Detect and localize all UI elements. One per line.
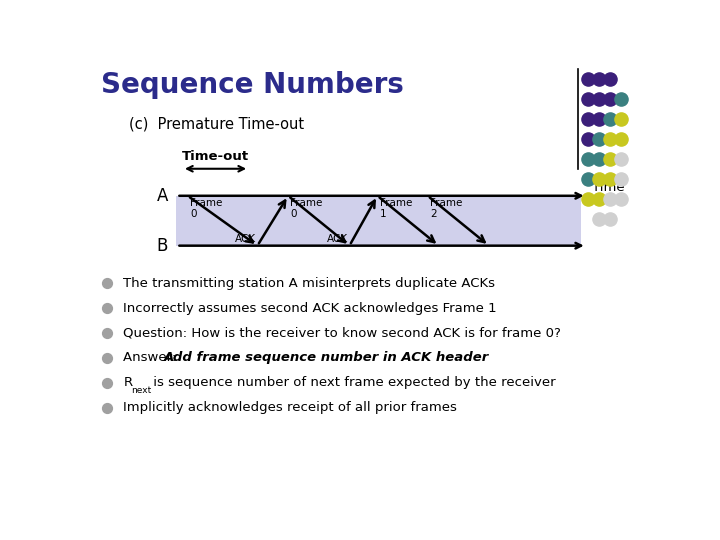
- Text: Add frame sequence number in ACK header: Add frame sequence number in ACK header: [164, 352, 490, 365]
- Text: ACK: ACK: [327, 234, 348, 244]
- Point: [604, 75, 616, 84]
- Point: [593, 195, 605, 204]
- Point: [616, 135, 627, 144]
- Point: [101, 379, 112, 387]
- Point: [616, 175, 627, 184]
- Point: [582, 175, 593, 184]
- Text: Sequence Numbers: Sequence Numbers: [101, 71, 404, 99]
- Point: [593, 115, 605, 124]
- Text: Incorrectly assumes second ACK acknowledges Frame 1: Incorrectly assumes second ACK acknowled…: [124, 301, 497, 314]
- Text: Time: Time: [593, 181, 625, 194]
- Point: [101, 279, 112, 287]
- Point: [101, 303, 112, 312]
- Point: [593, 215, 605, 224]
- Text: R: R: [124, 376, 132, 389]
- Text: Frame
1: Frame 1: [379, 198, 412, 219]
- Point: [101, 403, 112, 412]
- Text: The transmitting station A misinterprets duplicate ACKs: The transmitting station A misinterprets…: [124, 276, 495, 289]
- Point: [616, 115, 627, 124]
- Point: [582, 195, 593, 204]
- Point: [616, 95, 627, 104]
- Point: [593, 75, 605, 84]
- Point: [582, 75, 593, 84]
- Point: [582, 155, 593, 164]
- Text: next: next: [131, 386, 151, 395]
- Point: [582, 135, 593, 144]
- Point: [604, 195, 616, 204]
- Text: Time-out: Time-out: [182, 150, 249, 163]
- Point: [593, 135, 605, 144]
- Text: is sequence number of next frame expected by the receiver: is sequence number of next frame expecte…: [148, 376, 555, 389]
- Point: [616, 155, 627, 164]
- Text: ACK: ACK: [235, 234, 256, 244]
- Text: Frame
2: Frame 2: [430, 198, 462, 219]
- Text: (c)  Premature Time-out: (c) Premature Time-out: [129, 117, 304, 132]
- Text: A: A: [157, 187, 168, 205]
- Point: [101, 354, 112, 362]
- Point: [604, 175, 616, 184]
- Point: [101, 329, 112, 338]
- Text: Answer:: Answer:: [124, 352, 181, 365]
- Point: [604, 135, 616, 144]
- Text: Frame
0: Frame 0: [290, 198, 323, 219]
- Point: [604, 155, 616, 164]
- Text: Frame
0: Frame 0: [190, 198, 222, 219]
- Point: [582, 115, 593, 124]
- Point: [616, 195, 627, 204]
- Text: B: B: [157, 237, 168, 255]
- Point: [593, 95, 605, 104]
- Point: [604, 115, 616, 124]
- Point: [582, 95, 593, 104]
- Text: Implicitly acknowledges receipt of all prior frames: Implicitly acknowledges receipt of all p…: [124, 401, 457, 414]
- Point: [604, 215, 616, 224]
- Point: [593, 175, 605, 184]
- FancyBboxPatch shape: [176, 196, 581, 246]
- Point: [593, 155, 605, 164]
- Point: [604, 95, 616, 104]
- Text: Question: How is the receiver to know second ACK is for frame 0?: Question: How is the receiver to know se…: [124, 327, 562, 340]
